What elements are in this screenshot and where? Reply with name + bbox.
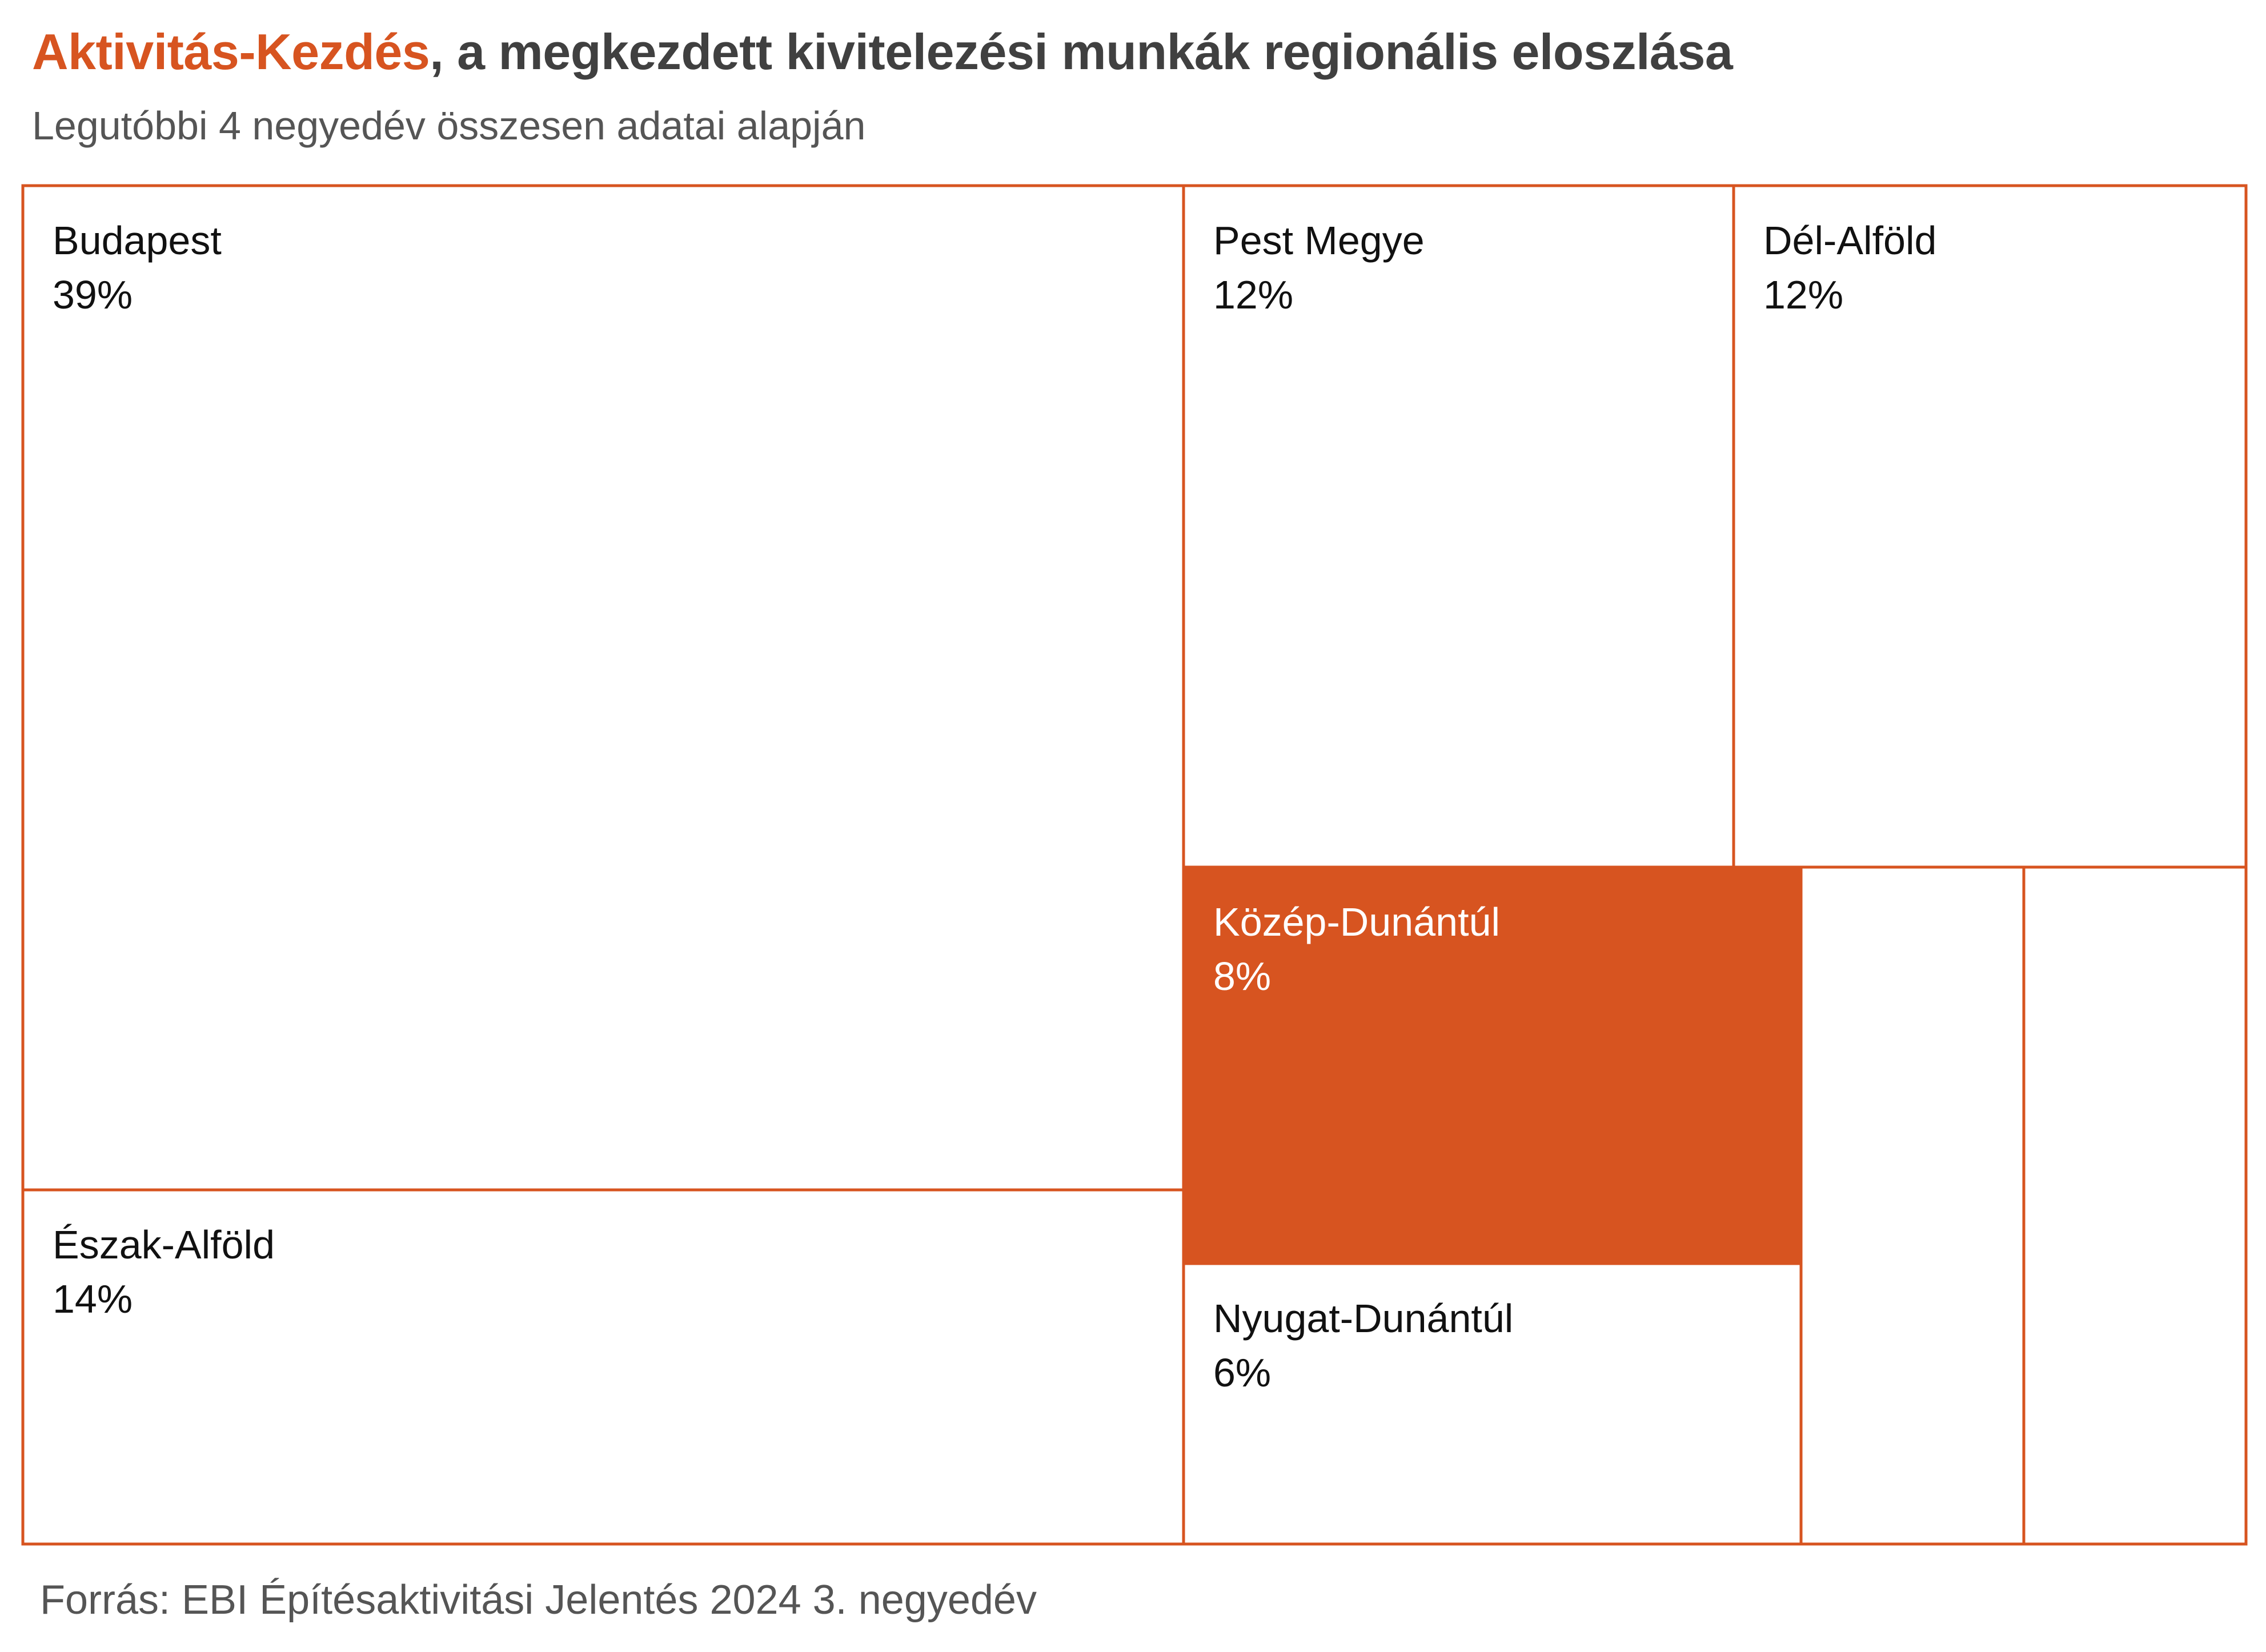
chart-title-accent: Aktivitás-Kezdés [32,23,430,80]
treemap-cell-nyugat-dunantul [1182,1262,1803,1546]
treemap-cell-region-8 [2022,865,2248,1546]
treemap-value-nyugat-dunantul: 6% [1213,1350,1271,1395]
treemap-label-budapest: Budapest [53,218,222,263]
treemap-label-del-alfold: Dél-Alföld [1763,218,1936,263]
treemap-cell-region-7 [1799,865,2026,1546]
treemap-label-kozep-dunantul: Közép-Dunántúl [1213,900,1500,944]
treemap-value-eszak-alfold: 14% [53,1277,133,1321]
treemap-value-budapest: 39% [53,272,133,317]
chart-title-rest: , a megkezdett kivitelezési munkák regio… [430,23,1733,80]
treemap-label-nyugat-dunantul: Nyugat-Dunántúl [1213,1296,1513,1341]
treemap-cell-budapest [21,184,1185,1192]
treemap-value-kozep-dunantul: 8% [1213,954,1271,999]
treemap-value-del-alfold: 12% [1763,272,1843,317]
chart-title: Aktivitás-Kezdés, a megkezdett kivitelez… [32,23,1733,81]
treemap-label-pest-megye: Pest Megye [1213,218,1425,263]
source-note: Forrás: EBI Építésaktivitási Jelentés 20… [40,1577,1037,1623]
treemap-value-pest-megye: 12% [1213,272,1293,317]
treemap-cell-pest-megye [1182,184,1735,869]
chart-subtitle: Legutóbbi 4 negyedév összesen adatai ala… [32,103,866,148]
treemap-label-eszak-alfold: Észak-Alföld [53,1222,275,1267]
